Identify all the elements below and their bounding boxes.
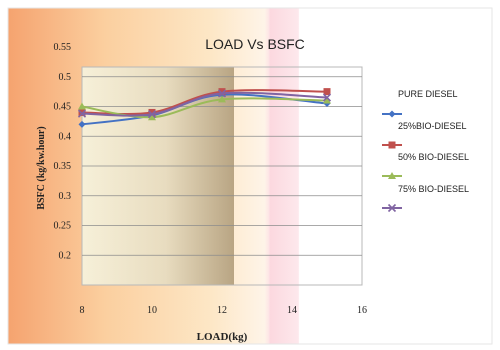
plot-area-shading (82, 67, 234, 285)
data-point (148, 113, 156, 121)
series-line (81, 97, 328, 119)
data-point (78, 108, 86, 116)
legend-label: 50% BIO-DIESEL (398, 152, 469, 162)
chart-title: LOAD Vs BSFC (205, 36, 305, 52)
y-tick-label: 0.2 (59, 250, 72, 261)
data-point (147, 110, 157, 119)
y-tick-label: 0.3 (59, 191, 72, 202)
y-tick-label: 0.35 (54, 161, 72, 172)
plot-area-border (81, 66, 363, 286)
y-tick-label: 0.5 (59, 72, 72, 83)
data-point (218, 88, 226, 96)
legend-marker (387, 203, 397, 213)
series-line (81, 91, 328, 117)
series-4 (77, 89, 332, 119)
x-tick-label: 14 (287, 305, 297, 316)
series-3 (78, 95, 331, 121)
y-tick-label: 0.55 (54, 42, 72, 53)
data-point (78, 120, 86, 128)
y-tick-label: 0.45 (54, 102, 72, 113)
x-tick-label: 12 (217, 305, 227, 316)
data-point (217, 89, 227, 98)
x-tick-label: 16 (357, 305, 367, 316)
y-axis: 0.2 0.25 0.3 0.35 0.4 0.45 0.5 0.55 (54, 42, 72, 261)
legend-marker (388, 141, 396, 149)
data-point (218, 95, 226, 103)
legend-label: 25%BIO-DIESEL (398, 121, 467, 131)
legend-marker (388, 172, 396, 179)
gridlines (82, 76, 362, 256)
x-tick-label: 10 (147, 305, 157, 316)
data-point (77, 109, 87, 118)
legend: PURE DIESEL 25%BIO-DIESEL 50% BIO-DIESEL 75… (382, 89, 469, 213)
x-tick-label: 8 (80, 305, 85, 316)
data-point (78, 102, 86, 110)
data-point (323, 88, 331, 96)
data-point (148, 108, 156, 116)
y-tick-label: 0.25 (54, 221, 72, 232)
chart-background (7, 7, 493, 345)
x-axis-label: LOAD(kg) (197, 331, 248, 343)
data-point (322, 93, 332, 102)
legend-label: 75% BIO-DIESEL (398, 184, 469, 194)
y-axis-label: BSFC (kg/kw.hour) (36, 126, 47, 209)
series-layer (77, 88, 332, 128)
legend-marker (388, 110, 396, 118)
legend-label: PURE DIESEL (398, 89, 458, 99)
x-axis: 8 10 12 14 16 (80, 305, 368, 316)
data-point (323, 96, 331, 104)
y-tick-label: 0.4 (59, 131, 72, 142)
